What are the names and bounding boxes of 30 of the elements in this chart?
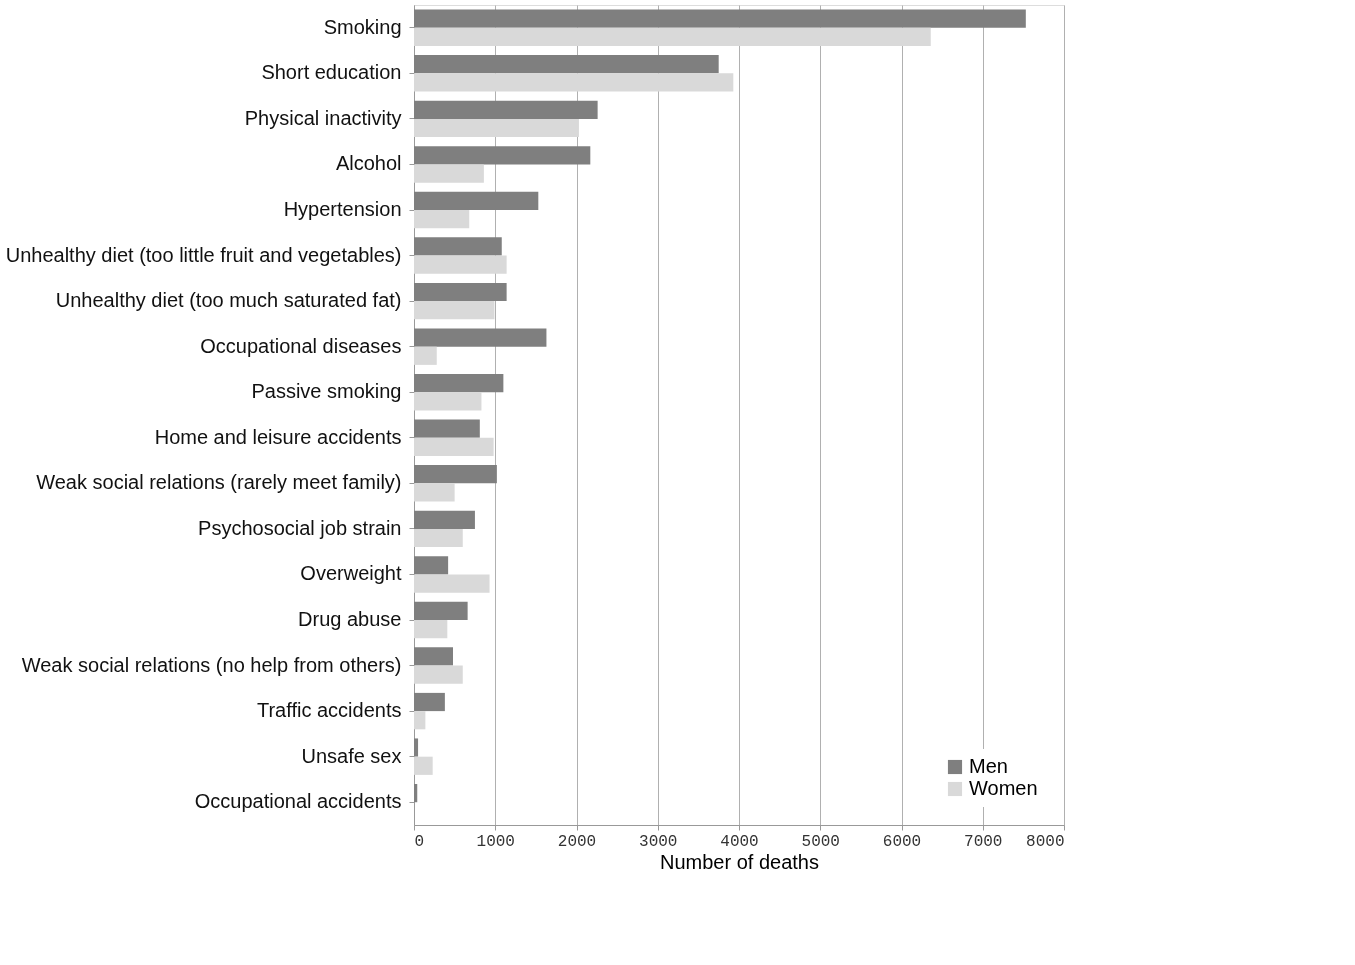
y-tick-label: Occupational accidents <box>194 790 402 813</box>
x-tick-label: 0 <box>414 832 425 851</box>
y-tick-label: Physical inactivity <box>244 106 402 129</box>
y-tick-label: Unhealthy diet (too much saturated fat) <box>55 289 402 312</box>
y-tick-label: Unsafe sex <box>301 744 402 767</box>
x-tick-label: 5000 <box>801 832 840 851</box>
y-tick-label: Drug abuse <box>298 608 402 630</box>
x-axis-title: Number of deaths <box>660 850 819 873</box>
y-tick-label: Short education <box>261 61 402 84</box>
y-tick-label: Passive smoking <box>251 380 402 403</box>
x-tick-label: 7000 <box>964 832 1003 851</box>
legend-label: Women <box>969 777 1038 799</box>
y-tick-label: Home and leisure accidents <box>154 425 402 448</box>
y-tick-label: Psychosocial job strain <box>198 516 402 539</box>
y-tick-label: Unhealthy diet (too little fruit and vegetables) <box>5 243 402 266</box>
x-tick-label: 8000 <box>1026 832 1065 851</box>
y-tick-label: Hypertension <box>283 198 402 220</box>
x-tick-label: 1000 <box>476 832 515 851</box>
y-tick-label: Traffic accidents <box>256 699 402 722</box>
y-tick-label: Occupational diseases <box>200 334 402 357</box>
y-tick-label: Weak social relations (no help from others) <box>21 653 402 676</box>
x-tick-label: 4000 <box>720 832 759 851</box>
x-tick-label: 2000 <box>557 832 597 851</box>
x-tick-label: 3000 <box>639 832 678 851</box>
y-tick-label: Alcohol <box>335 152 402 175</box>
y-tick-label: Smoking <box>323 15 402 38</box>
x-tick-label: 6000 <box>882 832 922 851</box>
y-tick-label: Weak social relations (rarely meet family) <box>36 471 402 494</box>
y-tick-label: Overweight <box>300 562 402 585</box>
legend-label: Men <box>969 755 1008 777</box>
